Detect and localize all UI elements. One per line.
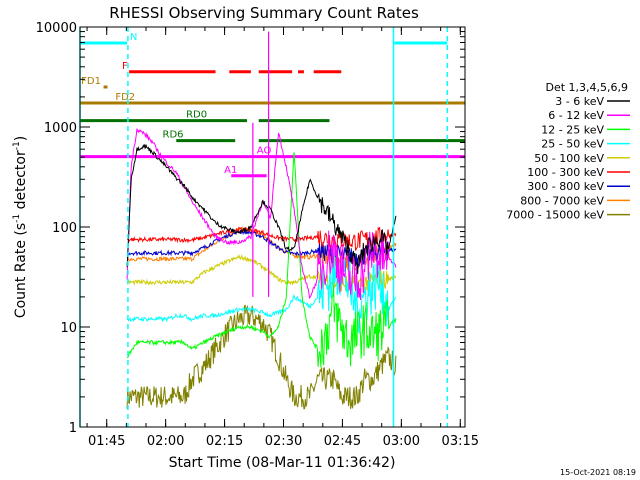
chart-title: RHESSI Observing Summary Count Rates [109,4,419,22]
x-tick-label: 02:00 [147,434,184,449]
flag-label: F [122,61,128,72]
x-tick-label: 01:45 [88,434,125,449]
series-7000-15000-kev [126,304,397,410]
flag-ao: AO [80,146,465,159]
y-tick-label: 10 [60,321,77,336]
x-axis: 01:45 02:00 02:15 02:30 02:45 03:00 03:15 [86,27,479,449]
legend-entry: 50 - 100 keV [534,152,630,165]
timestamp: 15-Oct-2021 08:19 [560,468,636,477]
legend-entry: 300 - 800 keV [527,180,630,193]
flag-rd0: RD0 [80,110,330,123]
flag-fd2: FD2 [80,92,465,105]
series-12-25-kev [126,152,397,368]
x-tick-label: 02:30 [265,434,302,449]
legend-label: 12 - 25 keV [541,123,604,136]
flag-rd6: RD6 [163,130,465,143]
x-tick-label: 03:00 [383,434,420,449]
legend-entry: 12 - 25 keV [541,123,630,136]
series-line [126,152,397,368]
y-axis: 1 10 100 1000 10000 [36,21,465,436]
y-tick-label: 10000 [36,21,77,36]
legend-entry: 800 - 7000 keV [520,194,630,207]
legend-entry: 25 - 50 keV [541,138,630,151]
x-tick-label: 03:15 [442,434,479,449]
series-25-50-kev [126,251,397,335]
x-tick-label: 02:15 [206,434,243,449]
series-100-300-kev [126,226,397,251]
flag-label: AO [257,146,272,157]
series-group [126,31,397,410]
series-line [126,143,397,275]
y-tick-label: 1 [69,421,77,436]
flag-f: F [122,61,342,74]
attenuator-lines [79,27,449,427]
x-axis-label: Start Time (08-Mar-11 01:36:42) [169,455,396,471]
flag-n: N [80,32,448,45]
legend-label: 100 - 300 keV [527,166,604,179]
flag-label: FD2 [115,92,135,103]
flag-fd1: FD1 [81,76,108,89]
series-line [126,226,397,251]
flag-label: RD6 [163,130,184,141]
y-axis-label: Count Rate (s-1 detector-1) [12,136,29,318]
y-tick-label: 100 [52,221,77,236]
legend-entry: 7000 - 15000 keV [506,209,630,222]
flag-label: A1 [224,165,237,176]
legend-entry: 100 - 300 keV [527,166,630,179]
series-line [126,228,397,268]
legend-label: 25 - 50 keV [541,138,604,151]
flag-label: N [130,32,137,43]
legend-label: 7000 - 15000 keV [506,209,604,222]
y-tick-label: 1000 [44,121,77,136]
legend-label: 50 - 100 keV [534,152,604,165]
flag-a1: A1 [224,165,267,178]
series-line [126,251,397,335]
legend-label: 300 - 800 keV [527,180,604,193]
legend-label: 800 - 7000 keV [520,194,604,207]
legend-entry: 6 - 12 keV [548,109,630,122]
plot-frame [79,26,466,428]
series-3-6-kev [126,143,397,275]
flag-label: FD1 [81,76,101,87]
legend-title: Det 1,3,4,5,6,9 [545,81,628,94]
legend-entry: 3 - 6 keV [555,95,630,108]
legend-label: 6 - 12 keV [548,109,604,122]
series-300-800-kev [126,228,397,268]
flag-label: RD0 [186,110,207,121]
legend-label: 3 - 6 keV [555,95,604,108]
series-line [126,304,397,410]
x-tick-label: 02:45 [324,434,361,449]
